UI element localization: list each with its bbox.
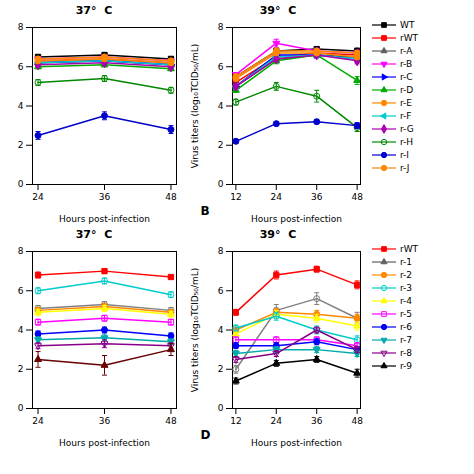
svg-text:24: 24: [32, 416, 44, 426]
html-text:rWT: rWT: [400, 243, 419, 254]
html-text:r-D: r-D: [400, 84, 414, 95]
html-text:r-C: r-C: [400, 71, 413, 82]
svg-text:8: 8: [218, 246, 224, 256]
svg-text:D: D: [201, 428, 211, 442]
svg-text:2: 2: [218, 140, 224, 150]
html-text:r-2: r-2: [400, 269, 413, 280]
html-text:37° C: 37° C: [75, 4, 113, 17]
svg-text:36: 36: [311, 416, 323, 426]
html-text:r-H: r-H: [400, 136, 414, 147]
html-text:r-5: r-5: [400, 308, 413, 319]
svg-text:24: 24: [32, 192, 44, 202]
svg-text:0: 0: [18, 403, 24, 413]
html-text:r-I: r-I: [400, 149, 409, 160]
svg-text:12: 12: [230, 192, 241, 202]
svg-text:6: 6: [18, 62, 24, 72]
svg-text:48: 48: [165, 416, 177, 426]
svg-text:36: 36: [99, 192, 111, 202]
html-text:r-G: r-G: [400, 123, 414, 134]
svg-text:6: 6: [218, 62, 224, 72]
html-text:WT: WT: [400, 19, 415, 30]
html-text:r-9: r-9: [400, 360, 413, 371]
svg-text:B: B: [201, 204, 210, 218]
html-text:r-B: r-B: [400, 58, 413, 69]
html-text:r-3: r-3: [400, 282, 413, 293]
svg-text:24: 24: [271, 416, 283, 426]
html-text:r-A: r-A: [400, 45, 413, 56]
svg-text:Hours post-infection: Hours post-infection: [59, 438, 150, 448]
svg-text:8: 8: [18, 22, 24, 32]
html-text:r-4: r-4: [400, 295, 413, 306]
html-text:r-E: r-E: [400, 97, 413, 108]
html-text:rWT: rWT: [400, 32, 419, 43]
svg-text:4: 4: [218, 101, 224, 111]
svg-text:6: 6: [18, 286, 24, 296]
svg-text:Hours post-infection: Hours post-infection: [251, 438, 342, 448]
svg-text:Hours post-infection: Hours post-infection: [251, 214, 342, 224]
html-text:r-8: r-8: [400, 347, 413, 358]
svg-text:0: 0: [218, 403, 224, 413]
html-text:r-F: r-F: [400, 110, 412, 121]
svg-text:6: 6: [218, 286, 224, 296]
svg-text:36: 36: [99, 416, 111, 426]
svg-text:2: 2: [218, 364, 224, 374]
svg-text:4: 4: [18, 101, 24, 111]
svg-text:2: 2: [18, 364, 24, 374]
html-text:r-J: r-J: [400, 162, 410, 173]
html-text:r-1: r-1: [400, 256, 413, 267]
svg-text:Hours post-infection: Hours post-infection: [59, 214, 150, 224]
svg-text:8: 8: [18, 246, 24, 256]
svg-text:36: 36: [311, 192, 323, 202]
html-text:39° C: 39° C: [259, 4, 297, 17]
svg-text:4: 4: [18, 325, 24, 335]
html-text:r-7: r-7: [400, 334, 413, 345]
svg-text:8: 8: [218, 22, 224, 32]
svg-text:48: 48: [351, 192, 363, 202]
svg-text:48: 48: [351, 416, 363, 426]
html-text:37° C: 37° C: [75, 228, 113, 241]
svg-text:48: 48: [165, 192, 177, 202]
svg-text:0: 0: [218, 179, 224, 189]
html-text:r-6: r-6: [400, 321, 413, 332]
svg-text:2: 2: [18, 140, 24, 150]
html-text:39° C: 39° C: [259, 228, 297, 241]
svg-text:24: 24: [271, 192, 283, 202]
svg-text:Virus titers (log₁₀TCID₅₀/mL): Virus titers (log₁₀TCID₅₀/mL): [190, 268, 200, 393]
svg-text:4: 4: [218, 325, 224, 335]
svg-text:Virus titers (log₁₀TCID₅₀/mL): Virus titers (log₁₀TCID₅₀/mL): [190, 44, 200, 169]
svg-text:12: 12: [230, 416, 241, 426]
svg-text:0: 0: [18, 179, 24, 189]
